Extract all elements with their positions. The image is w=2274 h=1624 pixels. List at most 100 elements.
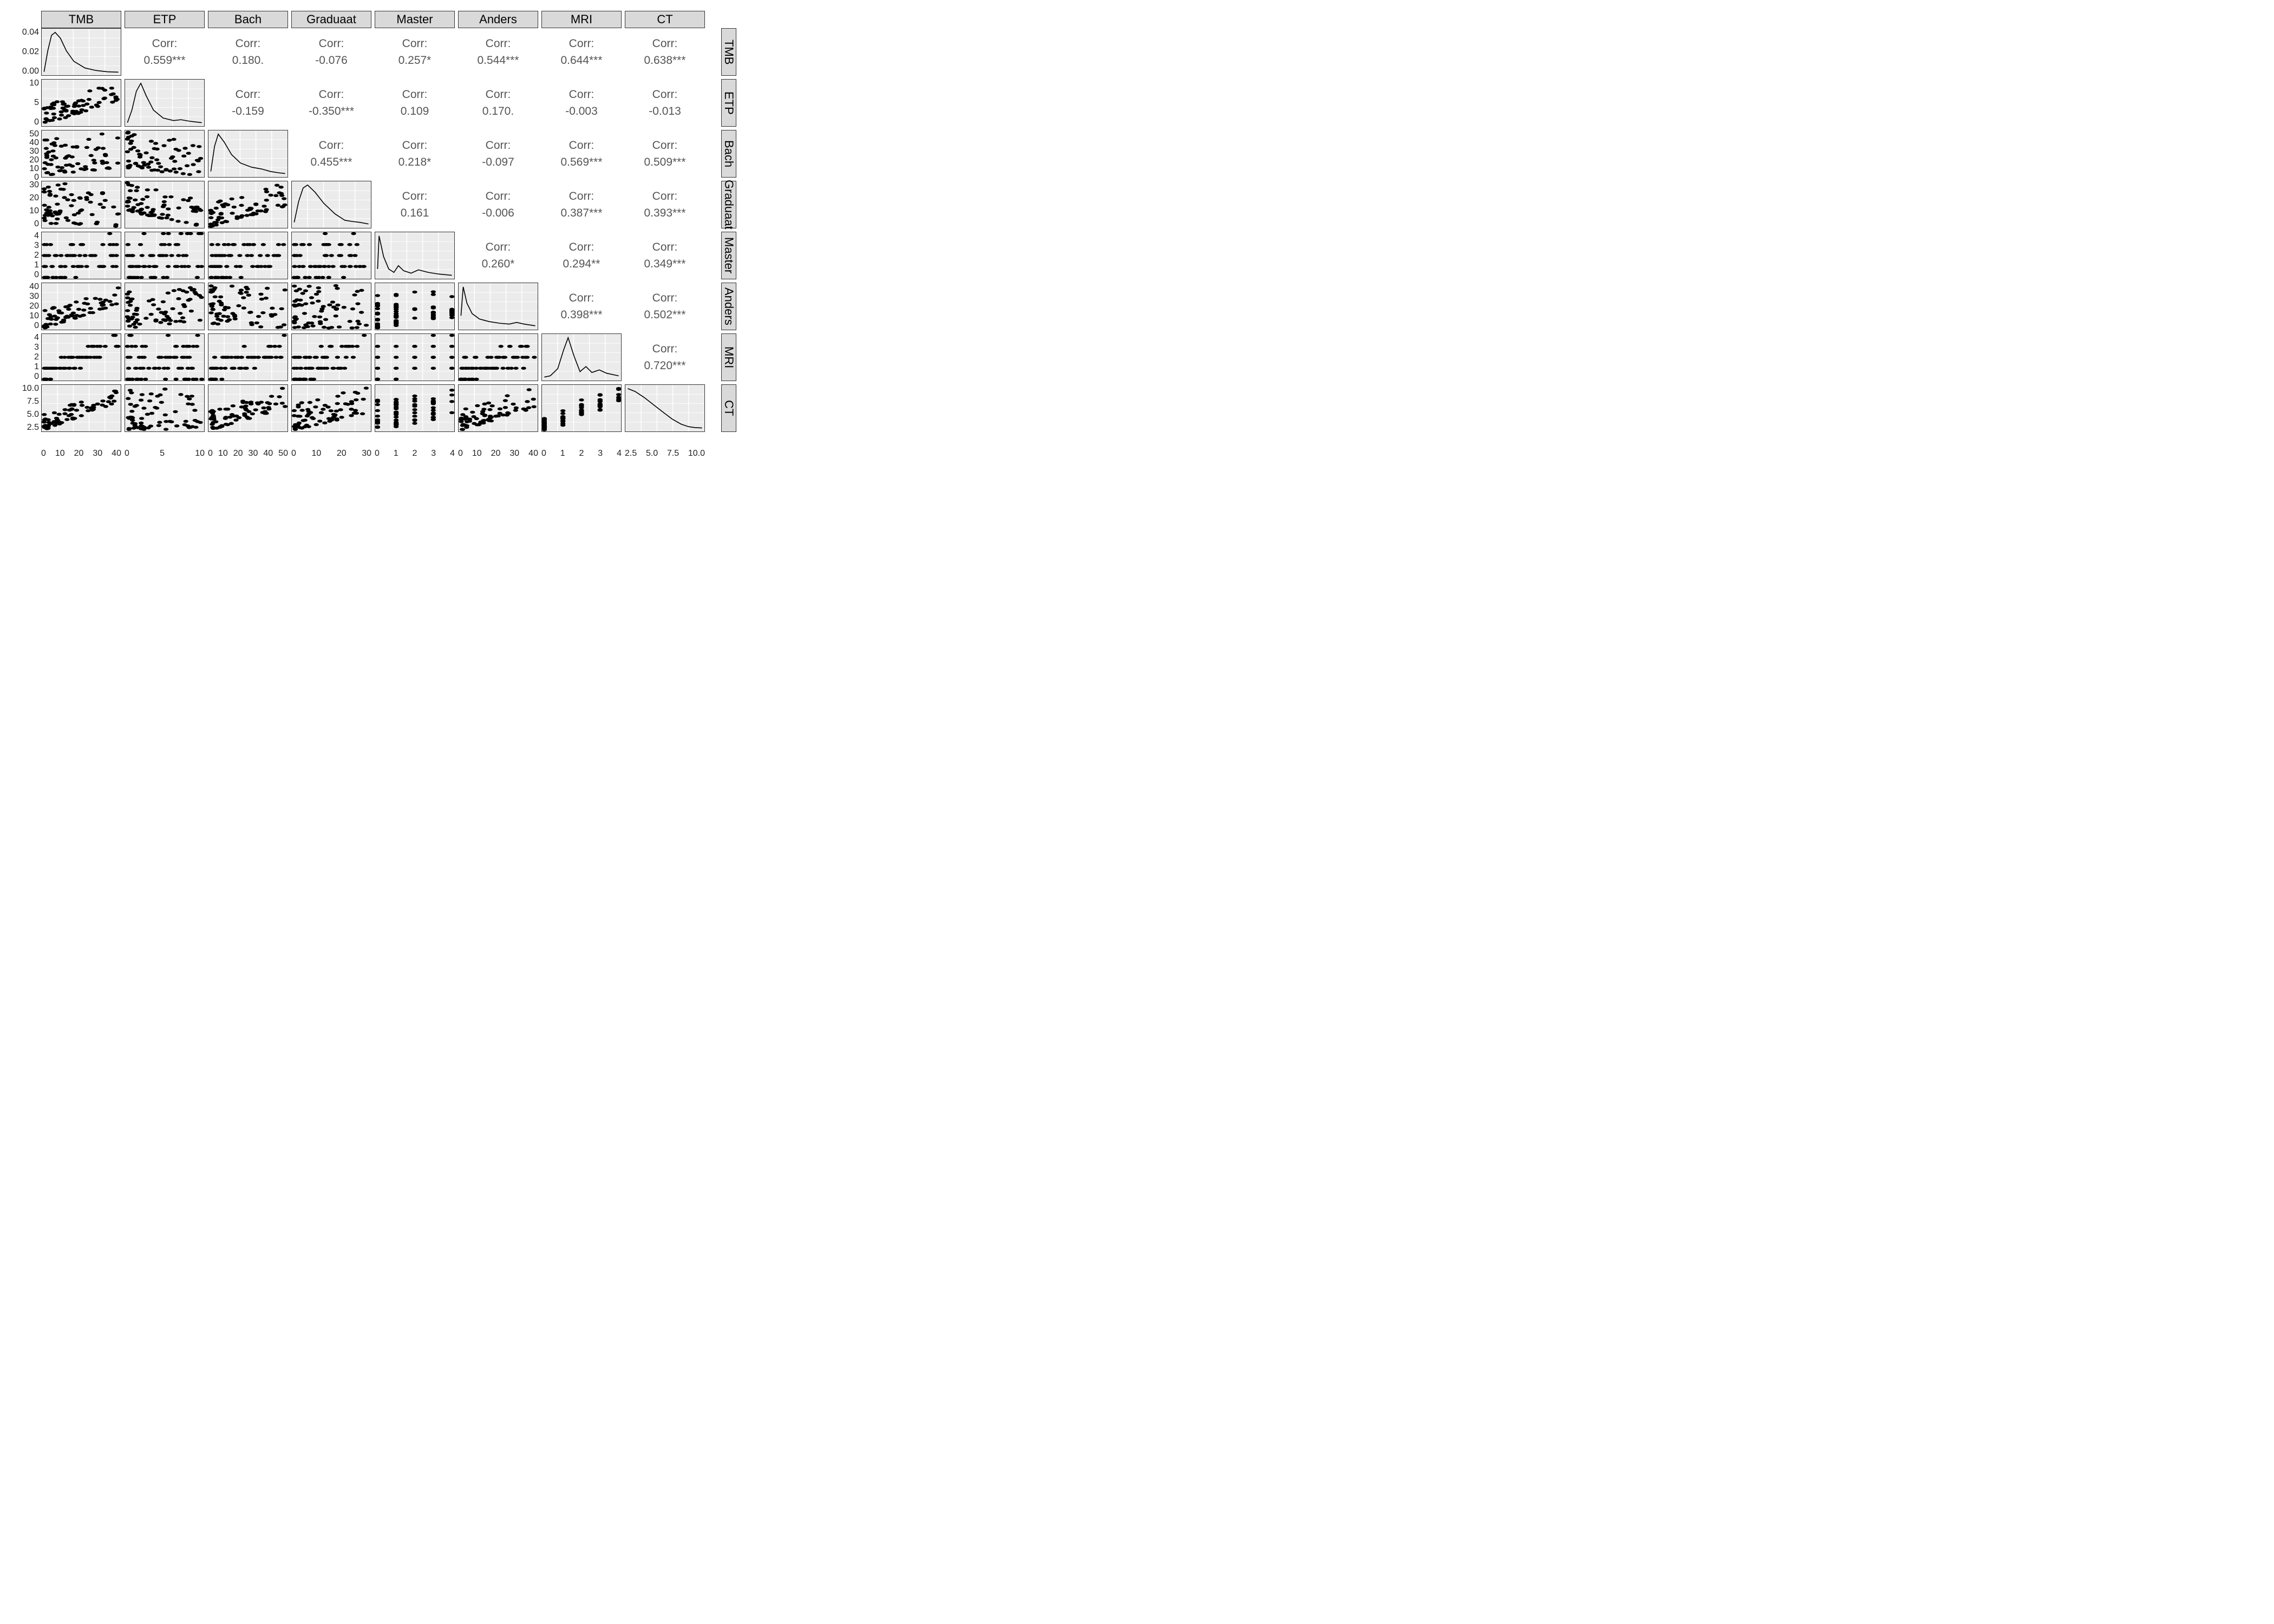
corr-value: -0.097 bbox=[482, 154, 514, 171]
strip-right-TMB: TMB bbox=[721, 28, 736, 76]
y-tick-label: 40 bbox=[29, 283, 39, 291]
corr-value: 0.398*** bbox=[560, 306, 602, 324]
y-axis-Anders: 403020100 bbox=[11, 283, 41, 330]
x-axis-ETP: 0510 bbox=[125, 447, 205, 458]
x-tick-label: 10 bbox=[55, 449, 65, 458]
y-tick-label: 30 bbox=[29, 181, 39, 189]
corr-label: Corr: bbox=[319, 86, 344, 103]
corr-value: -0.159 bbox=[232, 103, 264, 120]
corr-Bach-Master: Corr:0.218* bbox=[375, 130, 455, 178]
y-axis-CT: 10.07.55.02.5 bbox=[11, 384, 41, 432]
x-tick-label: 0 bbox=[125, 449, 129, 458]
x-axis-Master: 01234 bbox=[375, 447, 455, 458]
corr-value: 0.161 bbox=[401, 205, 429, 222]
corr-label: Corr: bbox=[486, 86, 511, 103]
x-tick-label: 30 bbox=[509, 449, 519, 458]
strip-right-CT: CT bbox=[721, 384, 736, 432]
corr-value: 0.569*** bbox=[560, 154, 602, 171]
density-Anders bbox=[458, 283, 538, 330]
y-tick-label: 0.00 bbox=[22, 67, 39, 76]
corr-value: -0.013 bbox=[649, 103, 681, 120]
corr-Graduaat-CT: Corr:0.393*** bbox=[625, 181, 705, 228]
strip-label: Master bbox=[396, 12, 433, 27]
y-tick-label: 10 bbox=[29, 312, 39, 320]
strip-label: Bach bbox=[722, 140, 736, 167]
x-tick-label: 3 bbox=[598, 449, 603, 458]
density-ETP bbox=[125, 79, 205, 127]
y-tick-label: 20 bbox=[29, 194, 39, 202]
corr-label: Corr: bbox=[569, 239, 594, 256]
x-axis-CT: 2.55.07.510.0 bbox=[625, 447, 705, 458]
x-tick-label: 5 bbox=[160, 449, 165, 458]
corr-Anders-MRI: Corr:0.398*** bbox=[541, 283, 622, 330]
y-tick-label: 2 bbox=[34, 251, 39, 260]
x-tick-label: 50 bbox=[278, 449, 288, 458]
corr-TMB-Bach: Corr:0.180. bbox=[208, 28, 288, 76]
scatter-MRI-vs-TMB bbox=[41, 333, 121, 381]
y-tick-label: 2.5 bbox=[27, 423, 39, 432]
y-tick-label: 0 bbox=[34, 118, 39, 127]
corr-label: Corr: bbox=[486, 188, 511, 205]
corr-TMB-Anders: Corr:0.544*** bbox=[458, 28, 538, 76]
scatter-CT-vs-Bach bbox=[208, 384, 288, 432]
corr-value: 0.349*** bbox=[644, 256, 685, 273]
x-tick-label: 0 bbox=[291, 449, 296, 458]
corr-label: Corr: bbox=[569, 35, 594, 53]
y-tick-label: 4 bbox=[34, 232, 39, 240]
scatter-CT-vs-MRI bbox=[541, 384, 622, 432]
scatter-CT-vs-ETP bbox=[125, 384, 205, 432]
scatter-CT-vs-Anders bbox=[458, 384, 538, 432]
scatter-Master-vs-TMB bbox=[41, 232, 121, 279]
corr-label: Corr: bbox=[402, 188, 428, 205]
y-axis-TMB: 0.040.020.00 bbox=[11, 28, 41, 76]
scatter-Graduaat-vs-Bach bbox=[208, 181, 288, 228]
strip-top-Master: Master bbox=[375, 11, 455, 28]
y-tick-label: 20 bbox=[29, 302, 39, 311]
scatter-Anders-vs-TMB bbox=[41, 283, 121, 330]
strip-right-ETP: ETP bbox=[721, 79, 736, 127]
y-tick-label: 0 bbox=[34, 372, 39, 381]
corr-value: 0.260* bbox=[482, 256, 515, 273]
x-tick-label: 4 bbox=[617, 449, 622, 458]
corr-ETP-Master: Corr:0.109 bbox=[375, 79, 455, 127]
scatter-CT-vs-Graduaat bbox=[291, 384, 371, 432]
x-tick-label: 2 bbox=[579, 449, 584, 458]
corner-bottom-left bbox=[11, 447, 41, 458]
corr-Master-Anders: Corr:0.260* bbox=[458, 232, 538, 279]
corr-TMB-Master: Corr:0.257* bbox=[375, 28, 455, 76]
corr-TMB-MRI: Corr:0.644*** bbox=[541, 28, 622, 76]
corr-value: 0.294** bbox=[563, 256, 600, 273]
y-axis-Graduaat: 3020100 bbox=[11, 181, 41, 228]
y-axis-ETP: 1050 bbox=[11, 79, 41, 127]
corr-value: -0.076 bbox=[315, 52, 348, 69]
x-axis-Bach: 01020304050 bbox=[208, 447, 288, 458]
density-Bach bbox=[208, 130, 288, 178]
corr-ETP-Bach: Corr:-0.159 bbox=[208, 79, 288, 127]
corr-label: Corr: bbox=[486, 239, 511, 256]
corr-TMB-CT: Corr:0.638*** bbox=[625, 28, 705, 76]
corr-label: Corr: bbox=[486, 137, 511, 154]
scatter-Bach-vs-TMB bbox=[41, 130, 121, 178]
y-tick-label: 0.02 bbox=[22, 48, 39, 56]
corr-label: Corr: bbox=[569, 137, 594, 154]
scatter-Graduaat-vs-ETP bbox=[125, 181, 205, 228]
scatter-CT-vs-Master bbox=[375, 384, 455, 432]
corr-label: Corr: bbox=[569, 188, 594, 205]
corr-value: 0.393*** bbox=[644, 205, 685, 222]
y-tick-label: 3 bbox=[34, 343, 39, 352]
corr-value: 0.257* bbox=[398, 52, 432, 69]
y-tick-label: 2 bbox=[34, 353, 39, 362]
strip-label: Bach bbox=[234, 12, 262, 27]
density-Graduaat bbox=[291, 181, 371, 228]
y-tick-label: 40 bbox=[29, 139, 39, 147]
y-tick-label: 1 bbox=[34, 261, 39, 270]
corr-value: -0.006 bbox=[482, 205, 514, 222]
corner-bottom-right bbox=[721, 447, 736, 458]
corr-label: Corr: bbox=[652, 239, 678, 256]
corr-ETP-CT: Corr:-0.013 bbox=[625, 79, 705, 127]
scatter-Master-vs-Graduaat bbox=[291, 232, 371, 279]
density-Master bbox=[375, 232, 455, 279]
x-tick-label: 0 bbox=[375, 449, 380, 458]
density-CT bbox=[625, 384, 705, 432]
scatter-CT-vs-TMB bbox=[41, 384, 121, 432]
